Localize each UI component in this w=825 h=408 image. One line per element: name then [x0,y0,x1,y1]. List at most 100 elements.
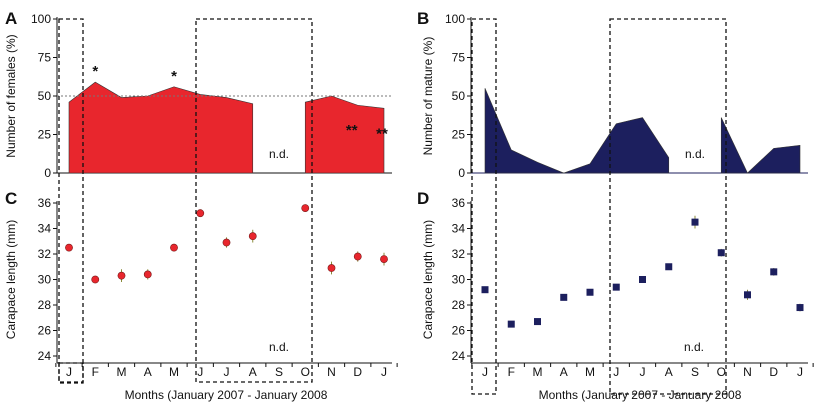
y-tick-label: 34 [38,222,52,236]
panel-letter: A [5,9,17,28]
data-point [770,268,778,276]
data-point [117,271,126,280]
data-point [612,283,620,291]
significance-mark: ** [376,125,388,142]
panel-b: 0 25 50 75 100 Number of mature (%) Bn.d. [417,9,808,180]
y-tick-label: 0 [44,166,51,180]
x-tick-label: O [717,365,726,379]
data-point [665,263,673,271]
x-tick-label: J [797,365,803,379]
y-tick-label: 0 [458,166,465,180]
data-point [586,288,594,296]
x-tick-label: A [144,365,152,379]
area-segment [484,88,670,174]
x-tick-label: J [482,365,488,379]
data-point [796,304,804,312]
dashed-box-jan-right [471,18,497,395]
significance-mark: * [92,63,98,80]
data-point [196,209,205,218]
y-tick-label: 75 [38,51,52,65]
no-data-label: n.d. [269,147,289,161]
data-point [534,318,541,326]
area-segment [720,117,801,174]
x-tick-label: J [613,365,619,379]
y-tick-label: 32 [38,247,52,261]
dashed-box-jun-oct-left [195,18,313,383]
data-point [143,270,152,279]
data-point [507,320,515,328]
x-tick-label: F [92,365,99,379]
y-axis-title: Carapace length (mm) [4,220,18,339]
data-point [481,286,489,294]
x-tick-label: M [533,365,543,379]
no-data-label: n.d. [685,147,705,161]
data-point [327,264,336,272]
data-point [744,291,751,299]
x-tick-label: D [353,365,362,379]
data-point [560,293,568,301]
dashed-box-jan-c [58,362,84,384]
data-point [222,238,231,247]
no-data-label: n.d. [684,340,704,354]
significance-mark: * [171,68,177,85]
panel-c: 24 26 28 30 32 34 36 Carapace length (mm) C J F M A M… [4,189,398,379]
x-tick-label: N [327,365,336,379]
panel-letter: B [417,9,429,28]
data-point [353,252,362,261]
x-tick-label: M [169,365,179,379]
data-point [301,204,310,212]
y-tick-label: 36 [38,196,52,210]
y-tick-label: 50 [452,89,466,103]
y-tick-label: 24 [452,349,466,363]
y-axis-title: Carapace length (mm) [421,220,435,339]
panel-letter: D [417,189,429,208]
data-point [170,243,178,252]
y-tick-label: 30 [38,273,52,287]
x-tick-label: A [665,365,673,379]
y-tick-label: 26 [38,324,52,338]
y-tick-label: 25 [452,128,466,142]
y-tick-label: 26 [452,324,466,338]
data-point [691,218,699,226]
y-axis-title: Number of females (%) [4,34,18,157]
y-tick-label: 28 [452,298,466,312]
data-point [248,232,257,241]
x-axis-title-right: Months (January 2007 - January 2008 [539,388,742,402]
y-tick-label: 100 [445,12,465,26]
y-tick-label: 24 [38,349,52,363]
data-point [65,243,73,252]
data-point [91,275,100,284]
panel-letter: C [5,189,17,208]
data-point [380,255,388,263]
x-tick-label: M [117,365,127,379]
x-tick-label: J [66,365,72,379]
y-tick-label: 50 [38,89,52,103]
panel-d: 24 26 28 30 32 34 36 Carapace length (mm) D J F M A M… [417,189,814,379]
x-tick-label: D [769,365,778,379]
area-segment [68,81,254,174]
x-tick-label: S [275,365,283,379]
x-tick-label: J [640,365,646,379]
x-tick-label: S [691,365,699,379]
significance-mark: ** [346,122,358,139]
y-tick-label: 100 [31,12,51,26]
x-tick-label: N [743,365,752,379]
y-tick-label: 32 [452,247,466,261]
x-tick-label: J [224,365,230,379]
y-axis-title: Number of mature (%) [421,37,435,156]
x-axis-title-left: Months (January 2007 - January 2008 [125,388,328,402]
dashed-box-jan-a [58,18,84,383]
x-tick-label: F [508,365,515,379]
y-tick-label: 75 [452,51,466,65]
x-tick-label: A [560,365,568,379]
y-tick-label: 30 [452,273,466,287]
x-tick-label: J [197,365,203,379]
dashed-box-jun-oct-right [609,18,727,395]
y-tick-label: 28 [38,298,52,312]
data-point [717,249,725,257]
x-tick-label: J [381,365,387,379]
y-tick-label: 25 [38,128,52,142]
no-data-label: n.d. [269,340,289,354]
